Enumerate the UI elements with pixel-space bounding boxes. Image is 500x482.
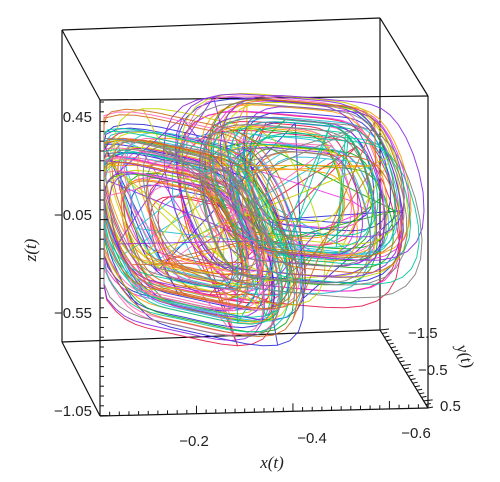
y-tick <box>410 378 416 381</box>
y-tick <box>401 363 411 366</box>
y-axis-label: y(t) <box>452 340 478 371</box>
y-tick <box>403 367 410 370</box>
box-edge-front-top <box>99 95 429 101</box>
box-edge-back-bottom <box>61 329 381 343</box>
y-tick <box>395 353 401 356</box>
y-tick <box>379 328 390 331</box>
trajectory-series-9 <box>103 95 385 336</box>
y-tick <box>408 374 414 377</box>
y-tick <box>412 381 418 384</box>
z-tick-label: −0.05 <box>54 207 92 224</box>
x-axis-label: x(t) <box>259 453 284 472</box>
y-tick-label: −0.5 <box>418 362 448 379</box>
z-tick-label: 0.45 <box>63 109 92 126</box>
z-axis-label: z(t) <box>21 238 40 262</box>
y-tick <box>390 346 397 349</box>
box-edge-back-top <box>61 17 381 31</box>
box-edge-top-left-depth <box>61 29 101 101</box>
y-tick <box>399 360 405 363</box>
box-edge-bottom-left-depth <box>61 341 101 417</box>
y-tick <box>427 406 434 409</box>
y-tick <box>386 339 392 342</box>
y-tick <box>388 342 394 345</box>
y-tick-label: −1.5 <box>408 325 438 342</box>
y-tick <box>384 335 390 338</box>
y-tick <box>382 332 388 335</box>
y-tick <box>416 388 423 391</box>
x-tick-label: −0.2 <box>179 433 209 450</box>
y-tick-label: 0.5 <box>440 398 461 415</box>
trajectory-series-12 <box>103 102 423 338</box>
y-tick <box>414 385 421 388</box>
y-tick <box>425 402 431 405</box>
box-frame <box>61 17 429 417</box>
x-tick-label: −0.6 <box>401 425 431 442</box>
y-tick <box>419 392 425 395</box>
trajectory-curves <box>103 93 425 347</box>
y-tick <box>421 395 427 398</box>
y-tick <box>392 349 399 352</box>
x-tick-label: −0.4 <box>297 430 327 447</box>
z-tick-label: −1.05 <box>54 403 92 420</box>
box-edge-top-right-depth <box>379 17 429 97</box>
trajectory-series-7 <box>103 93 409 322</box>
z-tick-label: −0.55 <box>54 305 92 322</box>
axis-ticks <box>99 101 434 417</box>
y-tick <box>406 371 412 374</box>
y-tick <box>397 356 403 359</box>
y-tick <box>423 399 433 402</box>
